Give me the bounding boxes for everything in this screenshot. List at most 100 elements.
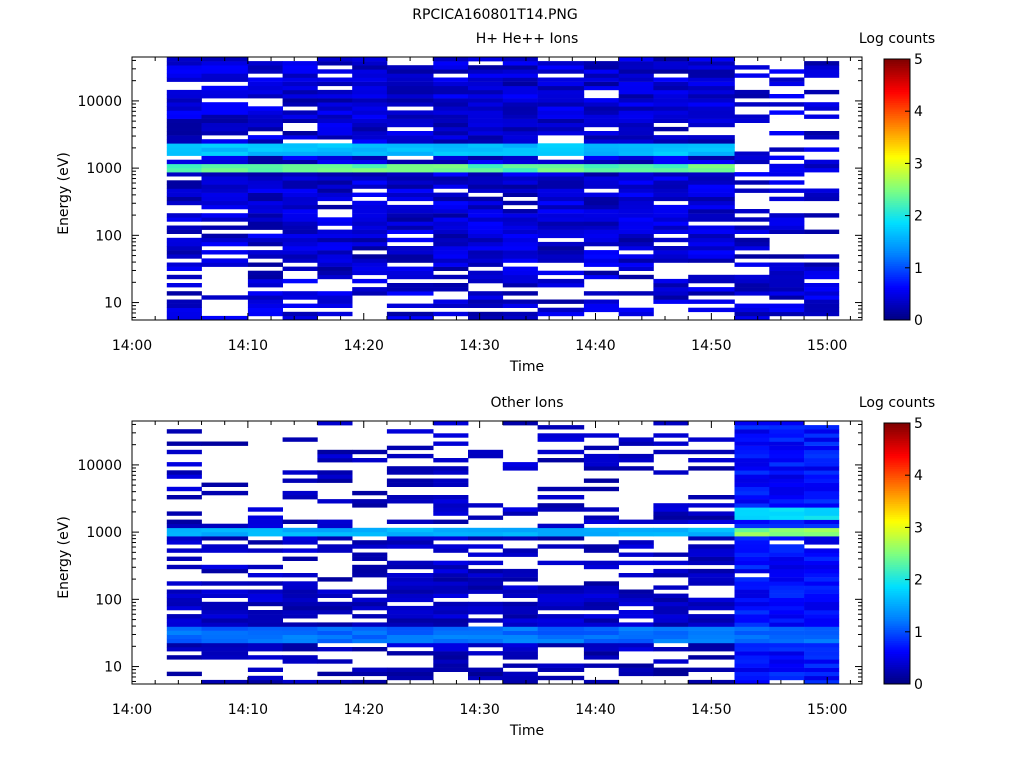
colorbar-segment [884, 575, 910, 578]
heatmap-cell [618, 221, 654, 226]
heatmap-cell [433, 659, 469, 664]
colorbar-segment [884, 631, 910, 635]
heatmap-cell [583, 77, 619, 82]
heatmap-cell [583, 618, 619, 623]
heatmap-cell [804, 114, 840, 119]
colorbar-segment [884, 666, 910, 670]
heatmap-cell [804, 659, 840, 664]
heatmap-cell [502, 213, 538, 218]
heatmap-cell [618, 217, 654, 222]
heatmap-cell [386, 482, 434, 487]
heatmap-cell [618, 663, 654, 668]
heatmap-cell [653, 69, 689, 74]
heatmap-cell [688, 110, 735, 115]
heatmap-cell [386, 254, 434, 259]
colorbar-segment [884, 152, 910, 156]
heatmap-cell [166, 250, 202, 255]
heatmap-cell [386, 98, 434, 103]
colorbar-segment [884, 185, 910, 188]
heatmap-cell [201, 184, 249, 189]
heatmap-cell [386, 172, 434, 177]
heatmap-cell [502, 209, 538, 214]
heatmap-cell [583, 213, 619, 218]
heatmap-cell [166, 110, 202, 115]
heatmap-cell [317, 610, 353, 615]
heatmap-cell [433, 303, 469, 308]
heatmap-cell [201, 250, 249, 255]
heatmap-cell [201, 159, 249, 165]
colorbar-segment [884, 278, 910, 282]
heatmap-cell [583, 151, 619, 156]
heatmap-cell [468, 270, 504, 276]
heatmap-cell [769, 651, 805, 656]
heatmap-cell [166, 626, 202, 631]
heatmap-cell [734, 155, 770, 160]
heatmap-cell [537, 221, 585, 226]
heatmap-cell [468, 225, 504, 230]
heatmap-cell [688, 188, 735, 193]
y-tick-label: 10000 [77, 458, 122, 474]
heatmap-cell [247, 77, 283, 82]
heatmap-cell [317, 221, 353, 226]
heatmap-cell [804, 499, 840, 504]
colorbar-segment [884, 306, 910, 310]
heatmap-cell [653, 433, 689, 438]
heatmap-cell [317, 449, 353, 455]
heatmap-cell [201, 258, 249, 263]
colorbar-segment [884, 457, 910, 461]
colorbar-segment [884, 579, 910, 583]
colorbar-segment [884, 180, 910, 184]
heatmap-cell [282, 147, 318, 152]
heatmap-cell [468, 126, 504, 132]
heatmap-cell [317, 499, 353, 504]
heatmap-cell [386, 519, 434, 524]
heatmap-cell [247, 89, 283, 95]
heatmap-cell [468, 217, 504, 222]
heatmap-cell [468, 196, 504, 202]
colorbar-segment [884, 241, 910, 245]
heatmap-cell [734, 159, 770, 165]
heatmap-cell [386, 131, 434, 136]
heatmap-cell [282, 246, 318, 251]
heatmap-cell [653, 221, 689, 226]
heatmap-cell [247, 527, 283, 533]
heatmap-cell [433, 287, 469, 292]
heatmap-cell [352, 544, 388, 549]
heatmap-cell [653, 139, 689, 144]
heatmap-cell [688, 291, 735, 296]
y-axis-label: Energy (eV) [56, 516, 72, 599]
heatmap-cell [653, 81, 689, 87]
colorbar-segment [884, 662, 910, 665]
heatmap-cell [688, 77, 735, 82]
heatmap-cell [247, 139, 283, 144]
heatmap-cell [688, 168, 735, 173]
heatmap-cell [618, 57, 654, 62]
heatmap-cell [583, 196, 619, 202]
colorbar-segment [884, 283, 910, 286]
heatmap-cell [583, 159, 619, 165]
heatmap-cell [618, 77, 654, 82]
heatmap-cell [618, 532, 654, 537]
heatmap-cell [502, 114, 538, 119]
heatmap-cell [583, 453, 619, 459]
heatmap-cell [433, 192, 469, 197]
heatmap-cell [583, 299, 619, 304]
heatmap-cell [688, 106, 735, 111]
heatmap-cell [282, 266, 318, 271]
colorbar-segment [884, 453, 910, 457]
heatmap-cell [769, 421, 805, 426]
heatmap-cell [317, 102, 353, 107]
heatmap-cell [734, 307, 770, 313]
heatmap-cell [317, 258, 353, 263]
heatmap-cell [804, 449, 840, 455]
heatmap-cell [804, 159, 840, 165]
colorbar-segment [884, 490, 910, 494]
heatmap-cell [201, 213, 249, 218]
heatmap-cell [688, 495, 735, 500]
colorbar-segment [884, 161, 910, 164]
heatmap-cell [734, 675, 770, 681]
heatmap-cell [282, 209, 318, 214]
heatmap-cell [653, 618, 689, 623]
heatmap-cell [537, 217, 585, 222]
heatmap-cell [433, 94, 469, 99]
